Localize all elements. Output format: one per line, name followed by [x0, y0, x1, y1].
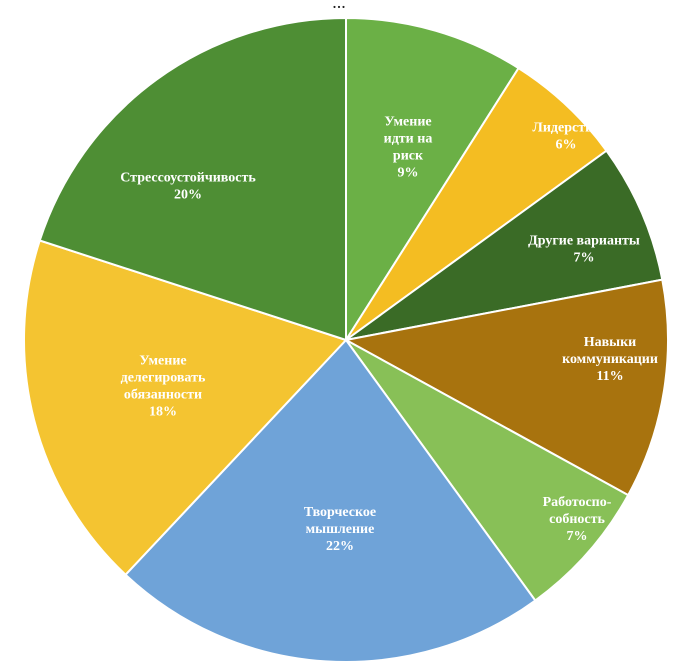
pie-slice: [345, 16, 520, 344]
slice-percent-label: 20%: [174, 188, 202, 203]
slice-label: Лидерство 6%: [532, 121, 599, 153]
slice-name-label: обязанности: [124, 388, 202, 403]
slice-name-label: Навыки: [584, 335, 637, 350]
slice-label: Навыки коммуникации 11%: [562, 335, 658, 384]
slice-name-label: делегировать: [121, 371, 206, 386]
slice-name-label: риск: [393, 149, 424, 164]
slice-label: Умение идти на риск 9%: [384, 115, 433, 181]
slice-name-label: Другие варианты: [528, 234, 640, 249]
cropped-top-text: ...: [332, 0, 346, 12]
slice-percent-label: 7%: [567, 529, 588, 544]
slice-name-label: Стрессоустойчивость: [120, 171, 256, 186]
slice-label: Творческое мышление 22%: [304, 505, 376, 554]
slice-name-label: Работоспо-: [543, 495, 612, 510]
pie-slice: [124, 338, 537, 663]
slice-name-label: идти на: [384, 132, 433, 147]
slice-name-label: мышление: [306, 522, 375, 537]
slice-percent-label: 9%: [398, 166, 419, 181]
slice-name-label: Лидерство: [532, 121, 599, 136]
pie-slice: [38, 16, 347, 342]
slice-percent-label: 7%: [574, 251, 595, 266]
slice-name-label: коммуникации: [562, 352, 658, 367]
slice-percent-label: 18%: [149, 405, 177, 420]
pie-slice: [345, 149, 664, 341]
pie-slice: [343, 278, 669, 497]
slice-name-label: Умение: [384, 115, 431, 130]
pie-slice: [345, 339, 630, 602]
slice-name-label: Умение: [139, 354, 186, 369]
slice-label: Стрессоустойчивость 20%: [120, 171, 256, 203]
slice-percent-label: 6%: [556, 138, 577, 153]
slice-percent-label: 11%: [596, 369, 623, 384]
slice-label: Умение делегировать обязанности 18%: [121, 354, 206, 420]
slice-label: Работоспо-собность 7%: [543, 495, 612, 544]
slice-label: Другие варианты 7%: [528, 234, 640, 266]
slice-percent-label: 22%: [326, 539, 354, 554]
slice-name-label: собность: [549, 512, 605, 527]
pie-slice: [23, 239, 348, 577]
slice-name-label: Творческое: [304, 505, 376, 520]
pie-slice: [345, 66, 608, 341]
